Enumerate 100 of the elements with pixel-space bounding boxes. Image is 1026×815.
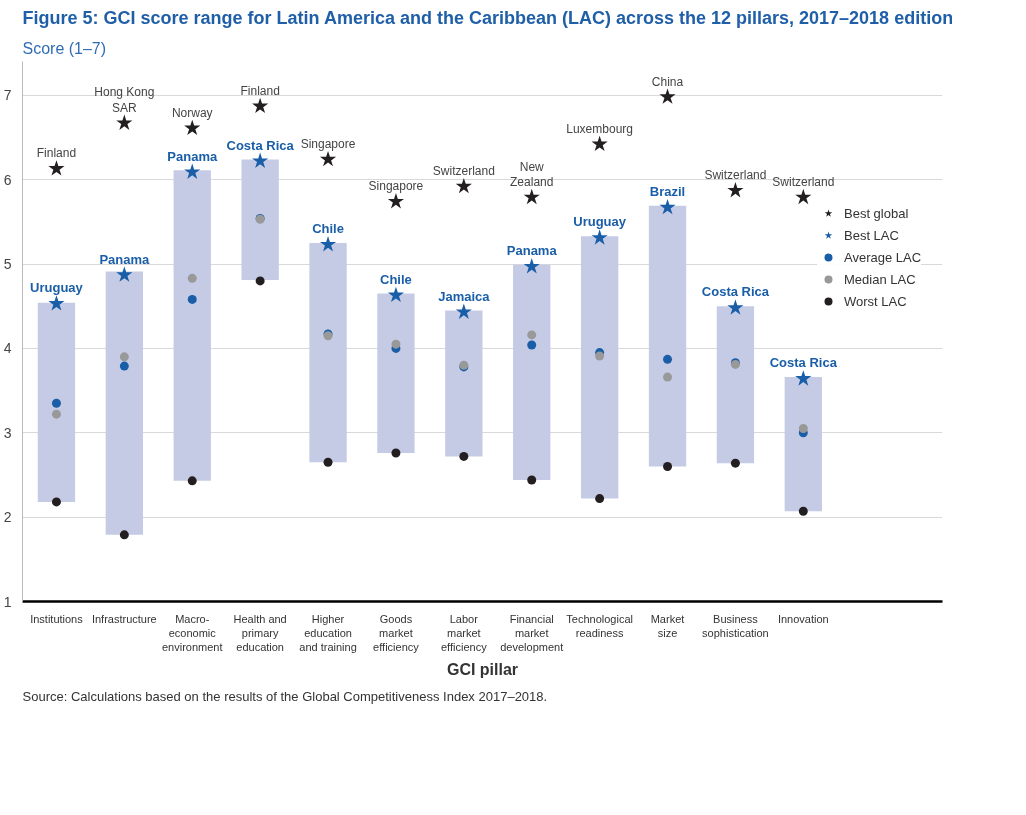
data-label: Finland xyxy=(240,83,280,98)
point xyxy=(659,198,676,215)
point xyxy=(387,286,405,303)
bar xyxy=(241,159,279,281)
point xyxy=(727,182,744,198)
point xyxy=(527,475,537,485)
point xyxy=(663,372,673,382)
data-label: Hong Kong SAR xyxy=(94,85,155,115)
point xyxy=(319,150,337,167)
x-tick-label: Financial market development xyxy=(500,612,564,654)
bar xyxy=(784,377,822,512)
data-label: Costa Rica xyxy=(701,284,770,300)
point xyxy=(663,354,673,364)
data-label: New Zealand xyxy=(510,159,554,189)
data-label: Uruguay xyxy=(573,214,627,230)
y-tick-label: 7 xyxy=(3,87,12,104)
point xyxy=(323,457,333,467)
y-tick-label: 6 xyxy=(3,171,12,188)
legend-label: Median LAC xyxy=(844,270,916,288)
point xyxy=(387,193,405,209)
point xyxy=(51,409,61,419)
y-tick-label: 3 xyxy=(3,424,12,441)
point xyxy=(527,330,537,340)
data-label: Luxembourg xyxy=(566,121,633,136)
x-tick-label: Goods market efficiency xyxy=(373,612,420,654)
x-tick-label: Technological readiness xyxy=(566,612,633,639)
x-tick-label: Health and primary education xyxy=(233,612,287,654)
data-label: Costa Rica xyxy=(226,137,295,153)
point xyxy=(116,266,133,282)
data-label: Costa Rica xyxy=(769,355,838,371)
point xyxy=(319,236,337,252)
data-label: Finland xyxy=(36,146,77,161)
chart-subtitle: Score (1–7) xyxy=(22,39,107,57)
point xyxy=(523,258,540,274)
point xyxy=(48,295,65,311)
data-label: Jamaica xyxy=(438,288,491,304)
bar xyxy=(105,271,144,535)
bar xyxy=(513,264,551,480)
y-tick-label: 2 xyxy=(3,509,12,526)
bar xyxy=(716,306,755,464)
point xyxy=(184,119,201,136)
x-tick-label: Macro- economic environment xyxy=(161,612,223,654)
x-tick-label: Market size xyxy=(650,612,685,639)
point xyxy=(659,88,676,104)
data-label: Switzerland xyxy=(432,163,495,178)
point xyxy=(795,188,812,205)
point xyxy=(119,361,129,371)
bar xyxy=(37,302,76,502)
legend-label: Best LAC xyxy=(844,226,899,244)
y-tick-label: 1 xyxy=(3,593,12,610)
point xyxy=(119,352,129,362)
point xyxy=(51,398,61,408)
point xyxy=(252,152,269,168)
point xyxy=(116,114,133,130)
point xyxy=(455,303,472,319)
x-axis-title: GCI pillar xyxy=(446,661,519,679)
bar xyxy=(173,170,211,481)
point xyxy=(51,497,61,507)
legend-label: Best global xyxy=(844,204,909,222)
x-tick-label: Infrastructure xyxy=(91,612,157,625)
data-label: Chile xyxy=(380,271,412,287)
point xyxy=(595,494,605,504)
x-tick-label: Business sophistication xyxy=(702,612,769,639)
point xyxy=(391,448,401,458)
legend-label: Average LAC xyxy=(844,248,922,266)
point xyxy=(795,370,812,386)
x-tick-label: Higher education and training xyxy=(299,612,357,654)
point xyxy=(187,294,197,304)
data-label: Singapore xyxy=(368,179,424,194)
x-tick-label: Labor market efficiency xyxy=(441,612,488,654)
bar xyxy=(580,236,619,499)
data-label: Uruguay xyxy=(30,280,84,296)
point xyxy=(727,299,744,315)
point xyxy=(523,188,540,205)
point xyxy=(527,340,537,350)
point xyxy=(391,339,401,349)
data-label: Switzerland xyxy=(772,174,835,189)
point xyxy=(798,506,808,516)
data-label: Switzerland xyxy=(704,168,767,183)
point xyxy=(184,163,201,179)
x-tick-label: Innovation xyxy=(777,612,829,625)
data-label: China xyxy=(651,74,684,89)
point xyxy=(455,177,472,194)
chart-title: Figure 5: GCI score range for Latin America and the Caribbean (LAC) across the 12 pillars, 2017–2018 edition xyxy=(22,7,954,28)
x-tick-label: Institutions xyxy=(30,612,84,625)
data-label: Singapore xyxy=(300,136,356,151)
point xyxy=(459,451,469,461)
bar xyxy=(309,242,347,463)
data-label: Panama xyxy=(506,243,558,259)
point xyxy=(252,97,269,114)
bar xyxy=(445,310,483,457)
point xyxy=(187,273,197,283)
y-tick-label: 4 xyxy=(3,340,12,357)
data-label: Norway xyxy=(171,105,213,120)
point xyxy=(730,458,740,468)
point xyxy=(255,276,265,286)
point xyxy=(591,229,608,245)
data-label: Brazil xyxy=(649,184,686,200)
point xyxy=(48,160,65,176)
point xyxy=(119,530,129,540)
